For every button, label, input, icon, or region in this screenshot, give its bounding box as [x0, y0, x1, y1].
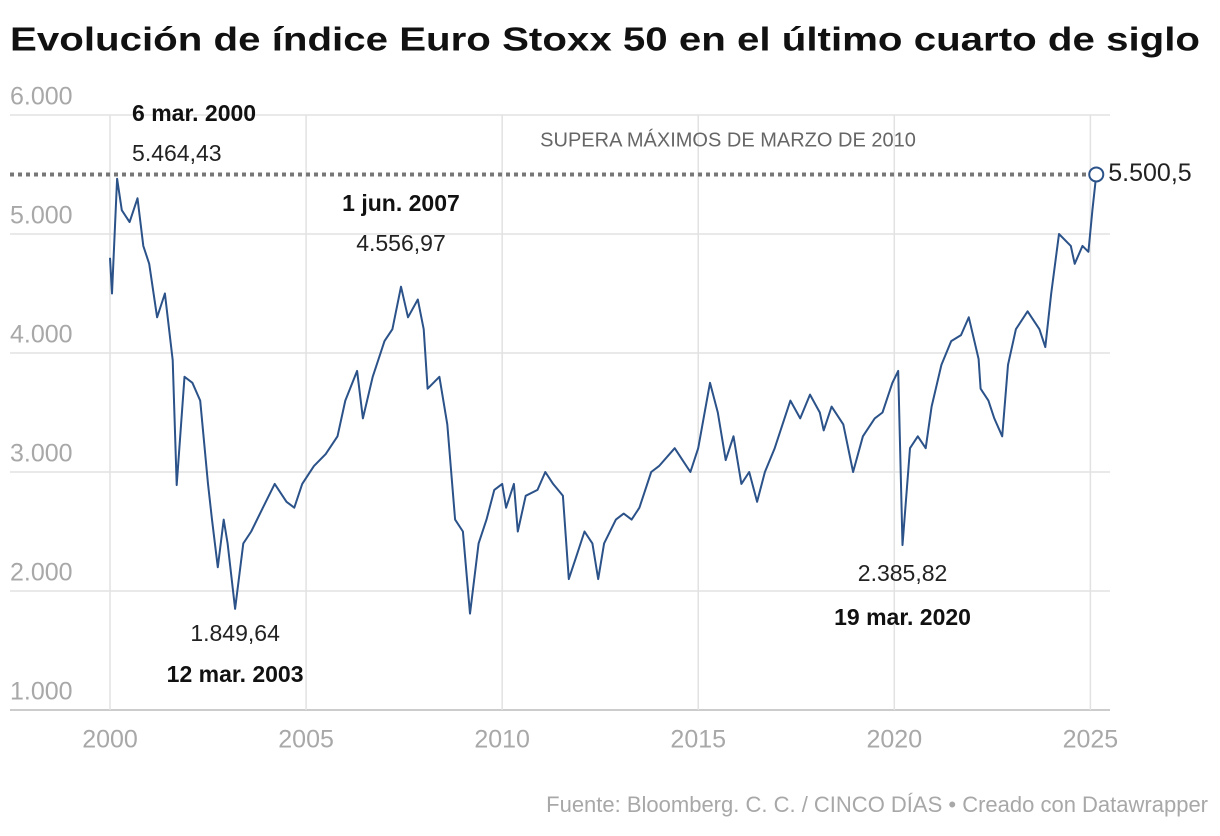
annotation-value: 5.464,43 — [132, 140, 222, 166]
annotation-value: 2.385,82 — [858, 560, 948, 586]
series-line — [109, 174, 1098, 615]
y-tick-label: 3.000 — [10, 440, 73, 468]
end-marker — [1088, 166, 1105, 183]
annotation-value: 4.556,97 — [356, 230, 446, 256]
annotation-date: 12 mar. 2003 — [167, 661, 304, 687]
x-tick-label: 2020 — [867, 726, 923, 754]
reference-label: SUPERA MÁXIMOS DE MARZO DE 2010 — [540, 129, 916, 152]
x-tick-label: 2025 — [1063, 726, 1119, 754]
y-tick-label: 2.000 — [10, 559, 73, 587]
value-label: 5.500,5 — [1108, 159, 1191, 187]
x-tick-label: 2000 — [82, 726, 138, 754]
annotation-date: 1 jun. 2007 — [342, 190, 460, 216]
y-tick-label: 4.000 — [10, 321, 73, 349]
chart-title: Evolución de índice Euro Stoxx 50 en el … — [10, 21, 1200, 58]
y-tick-label: 6.000 — [10, 83, 73, 111]
y-tick-label: 5.000 — [10, 202, 73, 230]
y-tick-label: 1.000 — [10, 678, 73, 706]
source: Fuente: Bloomberg. C. C. / CINCO DÍAS • … — [546, 792, 1208, 817]
annotation-value: 1.849,64 — [190, 620, 280, 646]
x-tick-label: 2005 — [278, 726, 334, 754]
x-tick-label: 2015 — [670, 726, 726, 754]
annotation-date: 6 mar. 2000 — [132, 100, 256, 126]
x-tick-label: 2010 — [474, 726, 530, 754]
annotation-date: 19 mar. 2020 — [834, 604, 971, 630]
